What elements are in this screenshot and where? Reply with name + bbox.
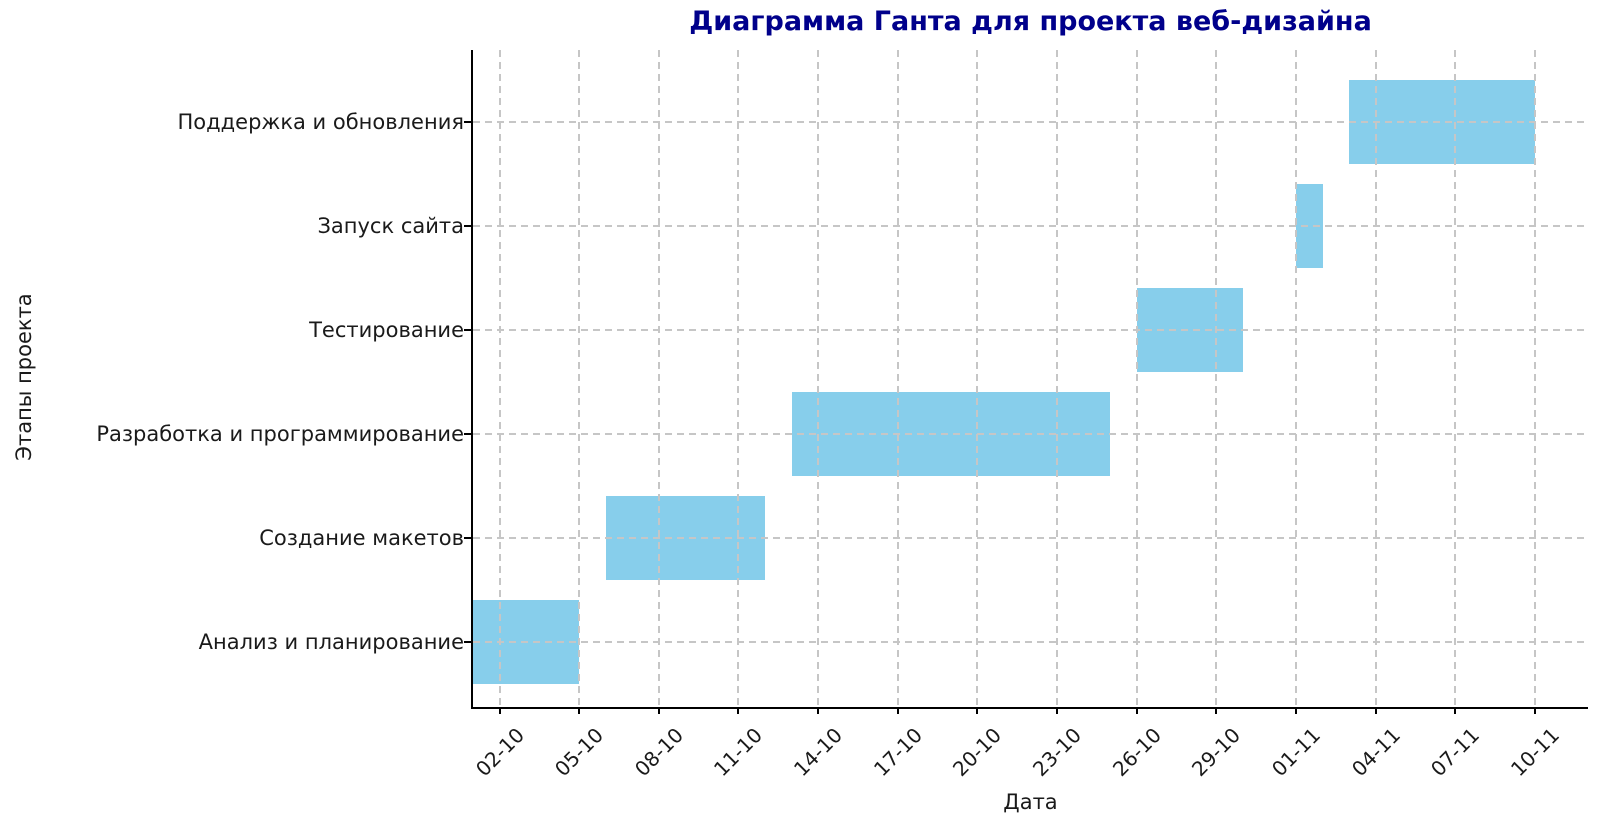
x-gridline [737,50,740,707]
x-gridline [1215,50,1218,707]
y-axis-spine [471,50,473,709]
x-tick-label: 02-10 [470,722,529,782]
y-tick-mark [464,225,471,227]
y-tick-label: Анализ и планирование [198,630,464,654]
x-gridline [657,50,660,707]
y-tick-label: Разработка и программирование [96,422,464,446]
x-gridline [896,50,899,707]
x-tick-mark [1374,707,1377,714]
x-tick-label: 29-10 [1187,722,1246,782]
x-tick-label: 23-10 [1028,722,1087,782]
tick-marks-layer [464,50,1588,714]
x-tick-mark [578,707,581,714]
x-tick-mark [737,707,740,714]
chart-title: Диаграмма Ганта для проекта веб-дизайна [689,6,1372,37]
x-tick-mark [1533,707,1536,714]
grid-layer [473,50,1588,707]
x-tick-label: 01-11 [1266,722,1326,782]
x-gridline [976,50,979,707]
y-gridline [473,121,1588,123]
y-gridline [473,641,1588,643]
x-tick-mark [817,707,820,714]
x-tick-mark [1454,707,1457,714]
y-tick-label: Запуск сайта [317,214,464,238]
x-tick-mark [896,707,899,714]
x-gridline [498,50,501,707]
x-tick-mark [1056,707,1059,714]
y-gridline [473,537,1588,539]
plot-area [464,50,1588,714]
y-tick-label: Тестирование [309,318,464,342]
x-tick-label: 11-10 [709,722,768,782]
y-tick-mark [464,121,471,123]
y-tick-mark [464,641,471,643]
x-gridline [1374,50,1377,707]
x-gridline [1533,50,1536,707]
x-tick-mark [498,707,501,714]
x-tick-label: 05-10 [550,722,609,782]
x-gridline [1056,50,1059,707]
x-tick-mark [1294,707,1297,714]
x-gridline [1135,50,1138,707]
x-gridline [1294,50,1297,707]
x-tick-label: 07-11 [1426,722,1485,782]
y-gridline [473,329,1588,331]
x-tick-label: 26-10 [1107,722,1166,782]
x-tick-label: 14-10 [789,722,848,782]
x-tick-mark [976,707,979,714]
x-tick-label: 08-10 [629,722,688,782]
x-gridline [1454,50,1457,707]
y-gridline [473,225,1588,227]
x-tick-mark [1135,707,1138,714]
x-tick-label: 10-11 [1505,722,1564,782]
x-tick-mark [1215,707,1218,714]
x-tick-label: 17-10 [868,722,927,782]
x-tick-label: 20-10 [948,722,1007,782]
x-tick-label: 04-11 [1346,722,1405,782]
y-tick-mark [464,433,471,435]
x-gridline [578,50,581,707]
y-tick-label: Создание макетов [259,526,464,550]
x-tick-mark [657,707,660,714]
y-tick-mark [464,537,471,539]
x-axis-title: Дата [1003,790,1058,814]
y-tick-mark [464,329,471,331]
x-axis-spine [471,707,1588,709]
y-tick-label: Поддержка и обновления [177,110,464,134]
x-gridline [817,50,820,707]
y-gridline [473,433,1588,435]
